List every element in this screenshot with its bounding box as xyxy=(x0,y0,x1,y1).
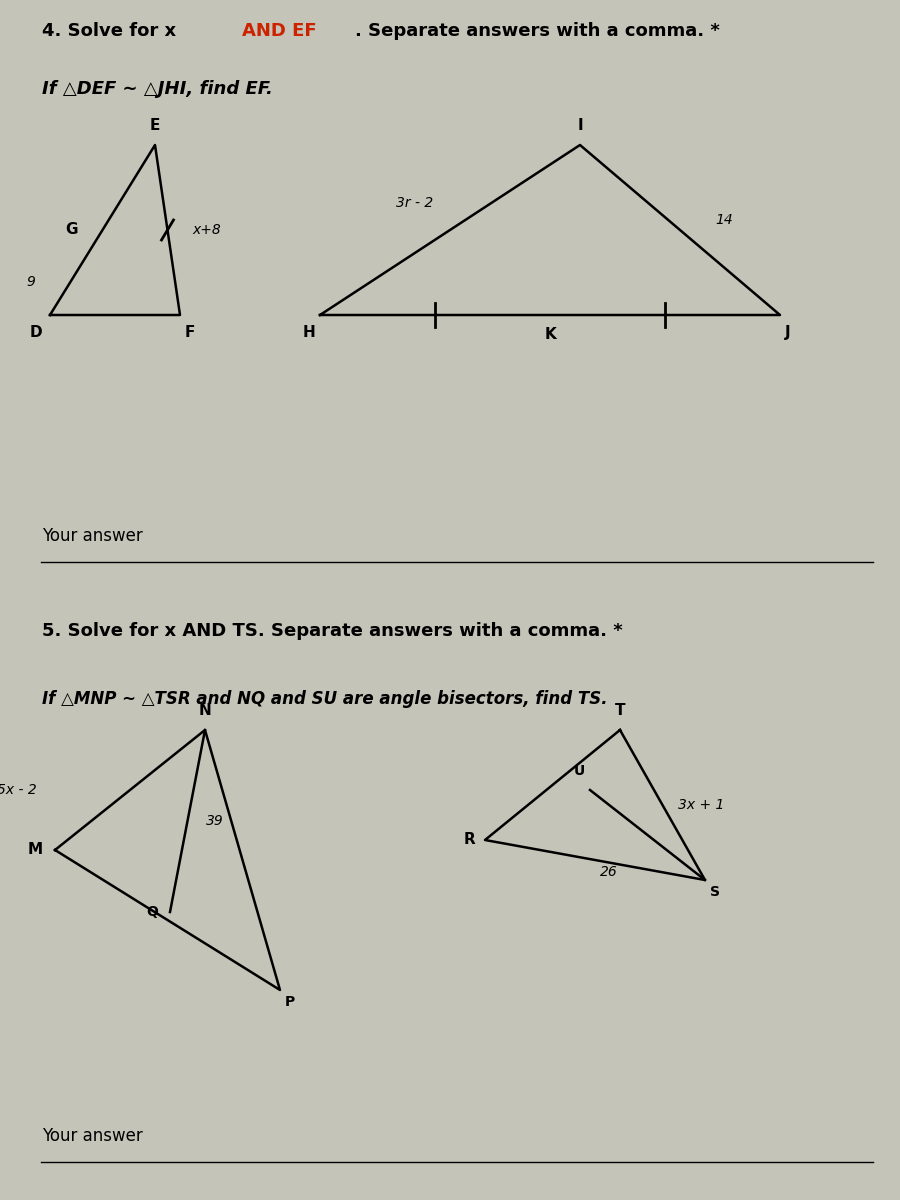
Text: 5. Solve for x AND TS. Separate answers with a comma. *: 5. Solve for x AND TS. Separate answers … xyxy=(42,622,623,640)
Text: K: K xyxy=(544,326,556,342)
Text: S: S xyxy=(710,884,720,899)
Text: 3x + 1: 3x + 1 xyxy=(678,798,724,812)
Text: T: T xyxy=(615,703,626,718)
Text: 26: 26 xyxy=(600,865,617,878)
Text: 39: 39 xyxy=(205,814,223,828)
Text: 5x - 2: 5x - 2 xyxy=(0,784,37,797)
Text: J: J xyxy=(785,325,790,340)
Text: 3r - 2: 3r - 2 xyxy=(396,196,434,210)
Text: Your answer: Your answer xyxy=(42,527,143,545)
Text: 9: 9 xyxy=(26,276,35,289)
Text: AND EF: AND EF xyxy=(242,22,317,40)
Text: x+8: x+8 xyxy=(192,223,220,236)
Text: H: H xyxy=(302,325,315,340)
Text: N: N xyxy=(199,703,212,718)
Text: . Separate answers with a comma. *: . Separate answers with a comma. * xyxy=(355,22,720,40)
Text: P: P xyxy=(285,995,295,1009)
Text: I: I xyxy=(577,118,583,133)
Text: Q: Q xyxy=(146,905,158,919)
Text: M: M xyxy=(28,842,43,858)
Text: F: F xyxy=(185,325,195,340)
Text: R: R xyxy=(464,833,475,847)
Text: E: E xyxy=(149,118,160,133)
Text: Your answer: Your answer xyxy=(42,1127,143,1145)
Text: 14: 14 xyxy=(715,214,733,227)
Text: 4. Solve for x: 4. Solve for x xyxy=(42,22,183,40)
Text: U: U xyxy=(574,764,585,778)
Text: If △MNP ∼ △TSR and NQ and SU are angle bisectors, find TS.: If △MNP ∼ △TSR and NQ and SU are angle b… xyxy=(42,690,608,708)
Text: G: G xyxy=(66,222,78,238)
Text: D: D xyxy=(30,325,42,340)
Text: If △DEF ∼ △JHI, find EF.: If △DEF ∼ △JHI, find EF. xyxy=(42,80,273,98)
